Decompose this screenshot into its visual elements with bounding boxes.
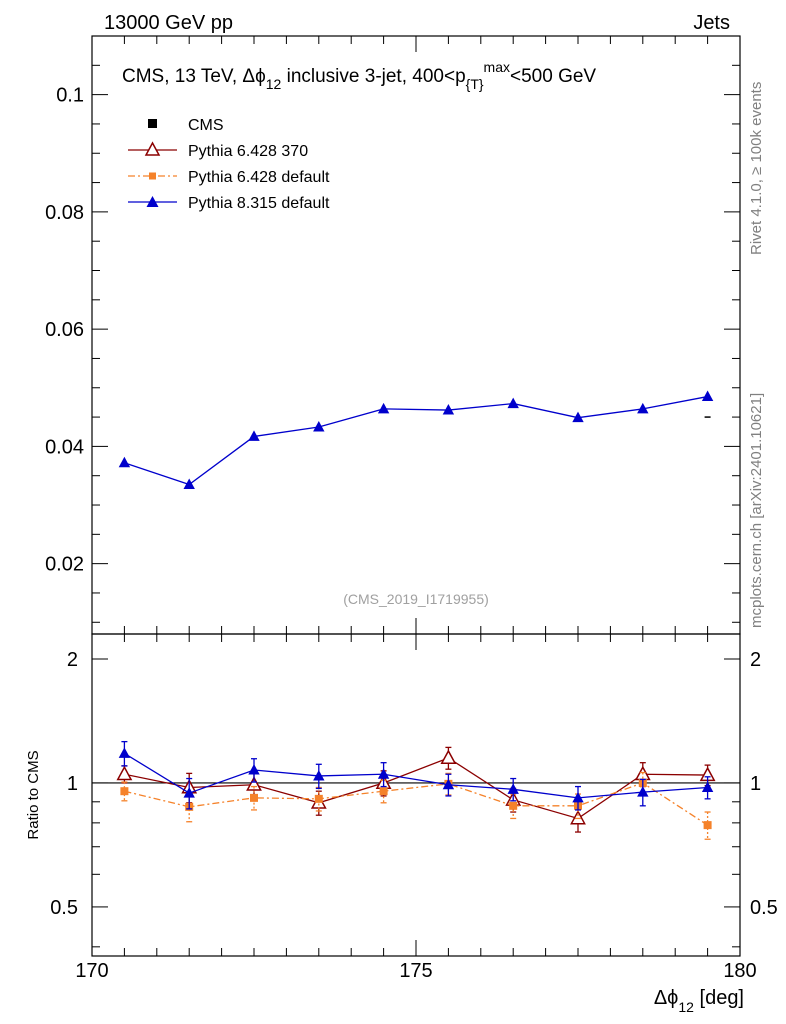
- ratio-data-point: [570, 809, 586, 825]
- legend-entry-pythia6-default: Pythia 6.428 default: [128, 169, 330, 186]
- x-tick-label: 170: [75, 960, 108, 982]
- legend-pythia6-370-label: Pythia 6.428 370: [188, 143, 308, 160]
- ratio-data-point: [701, 781, 714, 792]
- x-tick-label: 175: [399, 960, 432, 982]
- legend-pythia8-label: Pythia 8.315 default: [188, 195, 330, 212]
- plot-title: CMS, 13 TeV, Δϕ12 inclusive 3-jet, 400<p…: [122, 59, 596, 92]
- main-data-point: [637, 402, 649, 414]
- main-data-point: [377, 402, 390, 414]
- main-data-point: [118, 456, 131, 468]
- ratio-data-point: [509, 801, 518, 810]
- mcplots-label: mcplots.cern.ch [arXiv:2401.10621]: [748, 393, 765, 628]
- ratio-data-point: [703, 821, 712, 830]
- ratio-data-point: [314, 794, 323, 803]
- main-data-point: [701, 390, 714, 402]
- legend-pythia6-370-marker: [144, 141, 161, 156]
- x-axis-label: Δϕ12 [deg]: [654, 987, 744, 1015]
- legend-cms-marker: [148, 119, 157, 128]
- legend-pythia6-default-label: Pythia 6.428 default: [188, 169, 330, 186]
- header-category: Jets: [693, 12, 730, 34]
- main-y-tick-label: 0.06: [45, 319, 84, 341]
- legend-pythia8-marker: [146, 196, 159, 207]
- main-y-tick-label: 0.08: [45, 202, 84, 224]
- ratio-data-point: [118, 747, 131, 758]
- ratio-y-tick-label-left: 1: [67, 773, 78, 795]
- legend-entry-cms: CMS: [148, 117, 224, 134]
- ratio-data-point: [116, 765, 133, 781]
- ratio-data-point: [183, 787, 195, 798]
- ratio-series-line: [124, 752, 708, 799]
- main-series-line: [124, 395, 708, 486]
- x-tick-labels: 170 175 180: [75, 960, 756, 982]
- main-y-tick-label: 0.04: [45, 436, 84, 458]
- x-tick-label: 180: [723, 960, 756, 982]
- legend-cms-label: CMS: [188, 117, 224, 134]
- ratio-data-point: [120, 787, 129, 796]
- main-y-tick-label: 0.1: [56, 85, 84, 107]
- main-data-point: [183, 478, 195, 489]
- ratio-y-tick-label-left: 0.5: [50, 897, 78, 919]
- ratio-data-point: [442, 778, 455, 790]
- main-y-tick-label: 0.02: [45, 554, 84, 576]
- ratio-series-line: [124, 757, 708, 820]
- legend-entry-pythia8: Pythia 8.315 default: [128, 195, 330, 212]
- rivet-version-label: Rivet 4.1.0, ≥ 100k events: [748, 82, 765, 255]
- ratio-data-point: [248, 764, 260, 775]
- main-data-point: [507, 397, 519, 409]
- ratio-data-point: [507, 783, 519, 794]
- main-data-point: [442, 404, 455, 415]
- legend: CMS Pythia 6.428 370 Pythia 6.428 defaul…: [128, 117, 330, 212]
- main-data-point: [248, 430, 260, 441]
- ratio-data-point: [440, 749, 457, 764]
- header-energy: 13000 GeV pp: [104, 12, 233, 34]
- ratio-data-point: [379, 787, 388, 796]
- y-tick-labels: 0.02 0.04 0.06 0.08 0.1 0.5 0.5 1 1 2 2: [45, 85, 778, 919]
- analysis-id: (CMS_2019_I1719955): [343, 591, 489, 607]
- axis-ticks: [91, 35, 741, 956]
- ratio-data-point: [313, 769, 325, 781]
- ratio-y-tick-label-right: 2: [750, 649, 761, 671]
- legend-pythia6-default-marker: [149, 172, 156, 180]
- ratio-y-tick-label-right: 1: [750, 773, 761, 795]
- ratio-data-point: [377, 768, 390, 779]
- ratio-data-point: [250, 793, 258, 802]
- main-series-layer: [118, 390, 714, 489]
- ratio-data-point: [572, 791, 584, 803]
- ratio-y-tick-label-right: 0.5: [750, 897, 778, 919]
- main-data-point: [313, 421, 325, 432]
- ratio-series-layer: [116, 740, 716, 840]
- ratio-y-tick-label-left: 2: [67, 649, 78, 671]
- ratio-data-point: [637, 786, 649, 797]
- ratio-data-point: [246, 776, 262, 791]
- legend-entry-pythia6-370: Pythia 6.428 370: [128, 141, 308, 160]
- main-data-point: [572, 411, 584, 423]
- ratio-y-axis-label: Ratio to CMS: [25, 750, 42, 839]
